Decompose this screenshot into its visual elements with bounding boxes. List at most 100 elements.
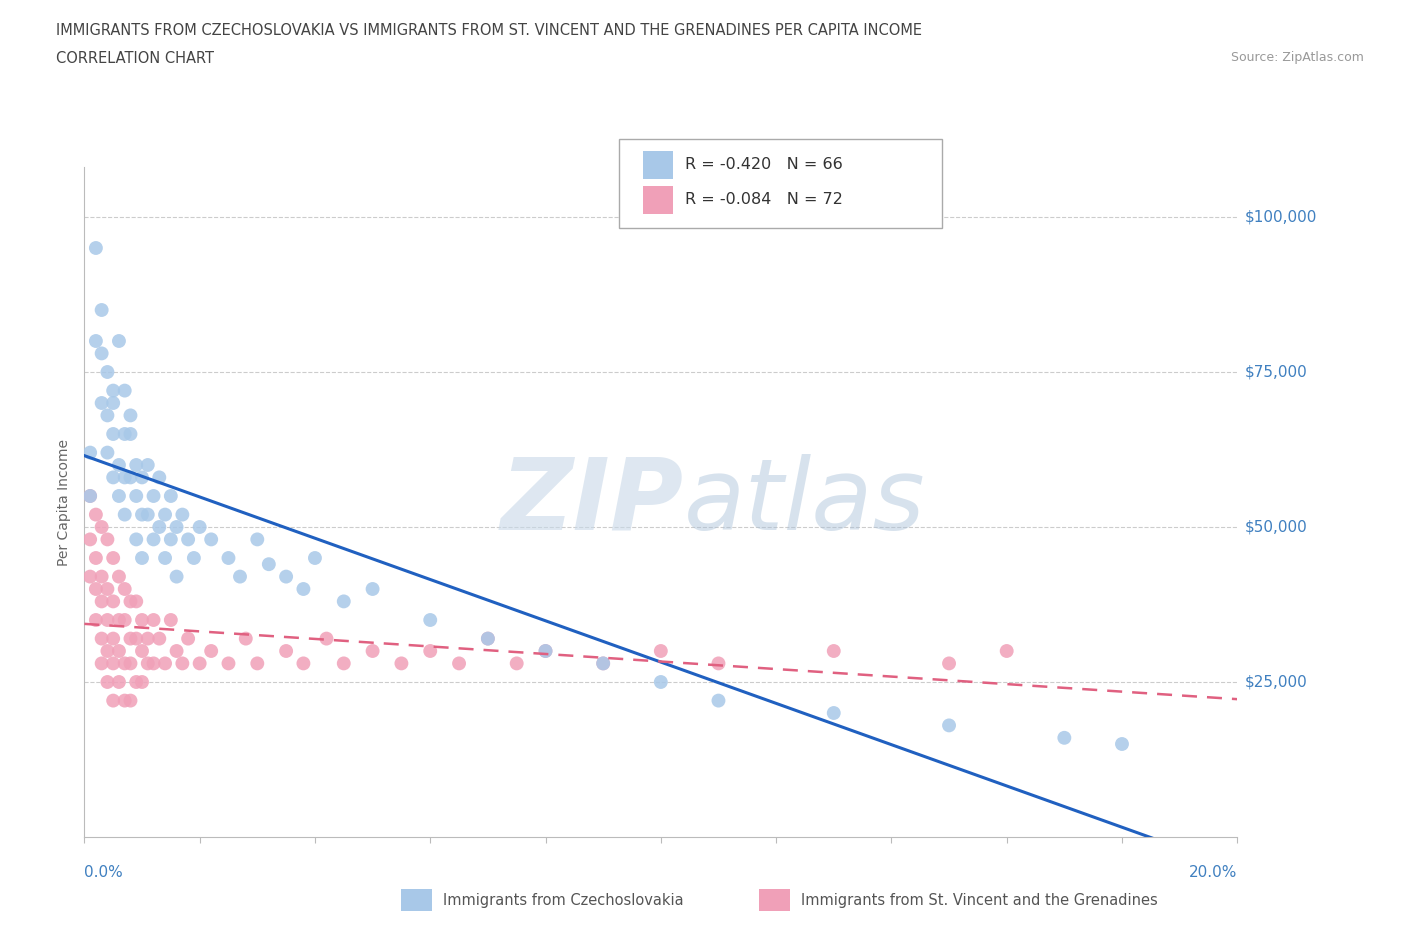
Point bbox=[1053, 730, 1076, 745]
Point bbox=[108, 458, 131, 472]
Point bbox=[103, 631, 124, 646]
Point bbox=[96, 365, 118, 379]
Point bbox=[166, 569, 188, 584]
Point bbox=[235, 631, 257, 646]
Point bbox=[200, 644, 222, 658]
Point bbox=[534, 644, 557, 658]
Point bbox=[153, 656, 176, 671]
Point bbox=[131, 470, 153, 485]
Point bbox=[292, 581, 315, 596]
Point bbox=[120, 470, 142, 485]
Point bbox=[120, 631, 142, 646]
Point bbox=[103, 383, 124, 398]
Point bbox=[650, 674, 672, 689]
Point bbox=[177, 532, 200, 547]
Point bbox=[447, 656, 470, 671]
Point bbox=[103, 594, 124, 609]
Point bbox=[125, 532, 148, 547]
Point bbox=[90, 302, 112, 317]
Y-axis label: Per Capita Income: Per Capita Income bbox=[58, 439, 72, 565]
Point bbox=[79, 532, 101, 547]
Point bbox=[160, 488, 183, 503]
Point bbox=[938, 656, 960, 671]
Point bbox=[188, 656, 211, 671]
Text: Immigrants from Czechoslovakia: Immigrants from Czechoslovakia bbox=[443, 893, 683, 908]
Point bbox=[419, 644, 441, 658]
Point bbox=[477, 631, 499, 646]
Point bbox=[120, 408, 142, 423]
Point bbox=[108, 334, 131, 349]
Point bbox=[131, 613, 153, 628]
Point bbox=[114, 470, 136, 485]
Point bbox=[823, 644, 845, 658]
Point bbox=[823, 706, 845, 721]
Point bbox=[114, 656, 136, 671]
Point bbox=[103, 656, 124, 671]
Point bbox=[148, 470, 170, 485]
Point bbox=[315, 631, 337, 646]
Point bbox=[650, 644, 672, 658]
Text: CORRELATION CHART: CORRELATION CHART bbox=[56, 51, 214, 66]
Point bbox=[125, 488, 148, 503]
Point bbox=[114, 507, 136, 522]
Point bbox=[125, 594, 148, 609]
Point bbox=[108, 613, 131, 628]
Point bbox=[391, 656, 413, 671]
Point bbox=[84, 613, 107, 628]
Point bbox=[120, 656, 142, 671]
Point bbox=[592, 656, 614, 671]
Point bbox=[103, 470, 124, 485]
Point bbox=[166, 520, 188, 535]
Point bbox=[136, 656, 159, 671]
Point bbox=[995, 644, 1018, 658]
Point bbox=[707, 693, 730, 708]
Point bbox=[274, 644, 298, 658]
Point bbox=[188, 520, 211, 535]
Text: 0.0%: 0.0% bbox=[84, 865, 124, 880]
Point bbox=[172, 656, 194, 671]
Point bbox=[103, 693, 124, 708]
Point bbox=[90, 569, 112, 584]
Point bbox=[177, 631, 200, 646]
Point bbox=[90, 346, 112, 361]
Point bbox=[477, 631, 499, 646]
Point bbox=[200, 532, 222, 547]
Point bbox=[136, 631, 159, 646]
Point bbox=[1111, 737, 1133, 751]
Point bbox=[938, 718, 960, 733]
Point bbox=[114, 383, 136, 398]
Text: $75,000: $75,000 bbox=[1244, 365, 1308, 379]
Text: $50,000: $50,000 bbox=[1244, 520, 1308, 535]
Point bbox=[142, 656, 165, 671]
Point bbox=[103, 395, 124, 410]
Point bbox=[96, 581, 118, 596]
Point bbox=[592, 656, 614, 671]
Text: R = -0.420   N = 66: R = -0.420 N = 66 bbox=[685, 157, 842, 172]
Point bbox=[108, 674, 131, 689]
Point bbox=[229, 569, 252, 584]
Point bbox=[136, 507, 159, 522]
Text: 20.0%: 20.0% bbox=[1189, 865, 1237, 880]
Point bbox=[172, 507, 194, 522]
Text: Immigrants from St. Vincent and the Grenadines: Immigrants from St. Vincent and the Gren… bbox=[801, 893, 1159, 908]
Text: atlas: atlas bbox=[683, 454, 925, 551]
Point bbox=[108, 569, 131, 584]
Point bbox=[90, 594, 112, 609]
Point bbox=[125, 458, 148, 472]
Point bbox=[332, 656, 354, 671]
Point bbox=[166, 644, 188, 658]
Text: ZIP: ZIP bbox=[501, 454, 683, 551]
Point bbox=[120, 427, 142, 442]
Point bbox=[79, 445, 101, 460]
Point bbox=[90, 656, 112, 671]
Point bbox=[332, 594, 354, 609]
Point bbox=[108, 488, 131, 503]
Point bbox=[90, 520, 112, 535]
Point bbox=[131, 644, 153, 658]
Point bbox=[108, 644, 131, 658]
Point bbox=[96, 408, 118, 423]
Point bbox=[84, 507, 107, 522]
Point bbox=[153, 551, 176, 565]
Point bbox=[142, 488, 165, 503]
Text: IMMIGRANTS FROM CZECHOSLOVAKIA VS IMMIGRANTS FROM ST. VINCENT AND THE GRENADINES: IMMIGRANTS FROM CZECHOSLOVAKIA VS IMMIGR… bbox=[56, 23, 922, 38]
